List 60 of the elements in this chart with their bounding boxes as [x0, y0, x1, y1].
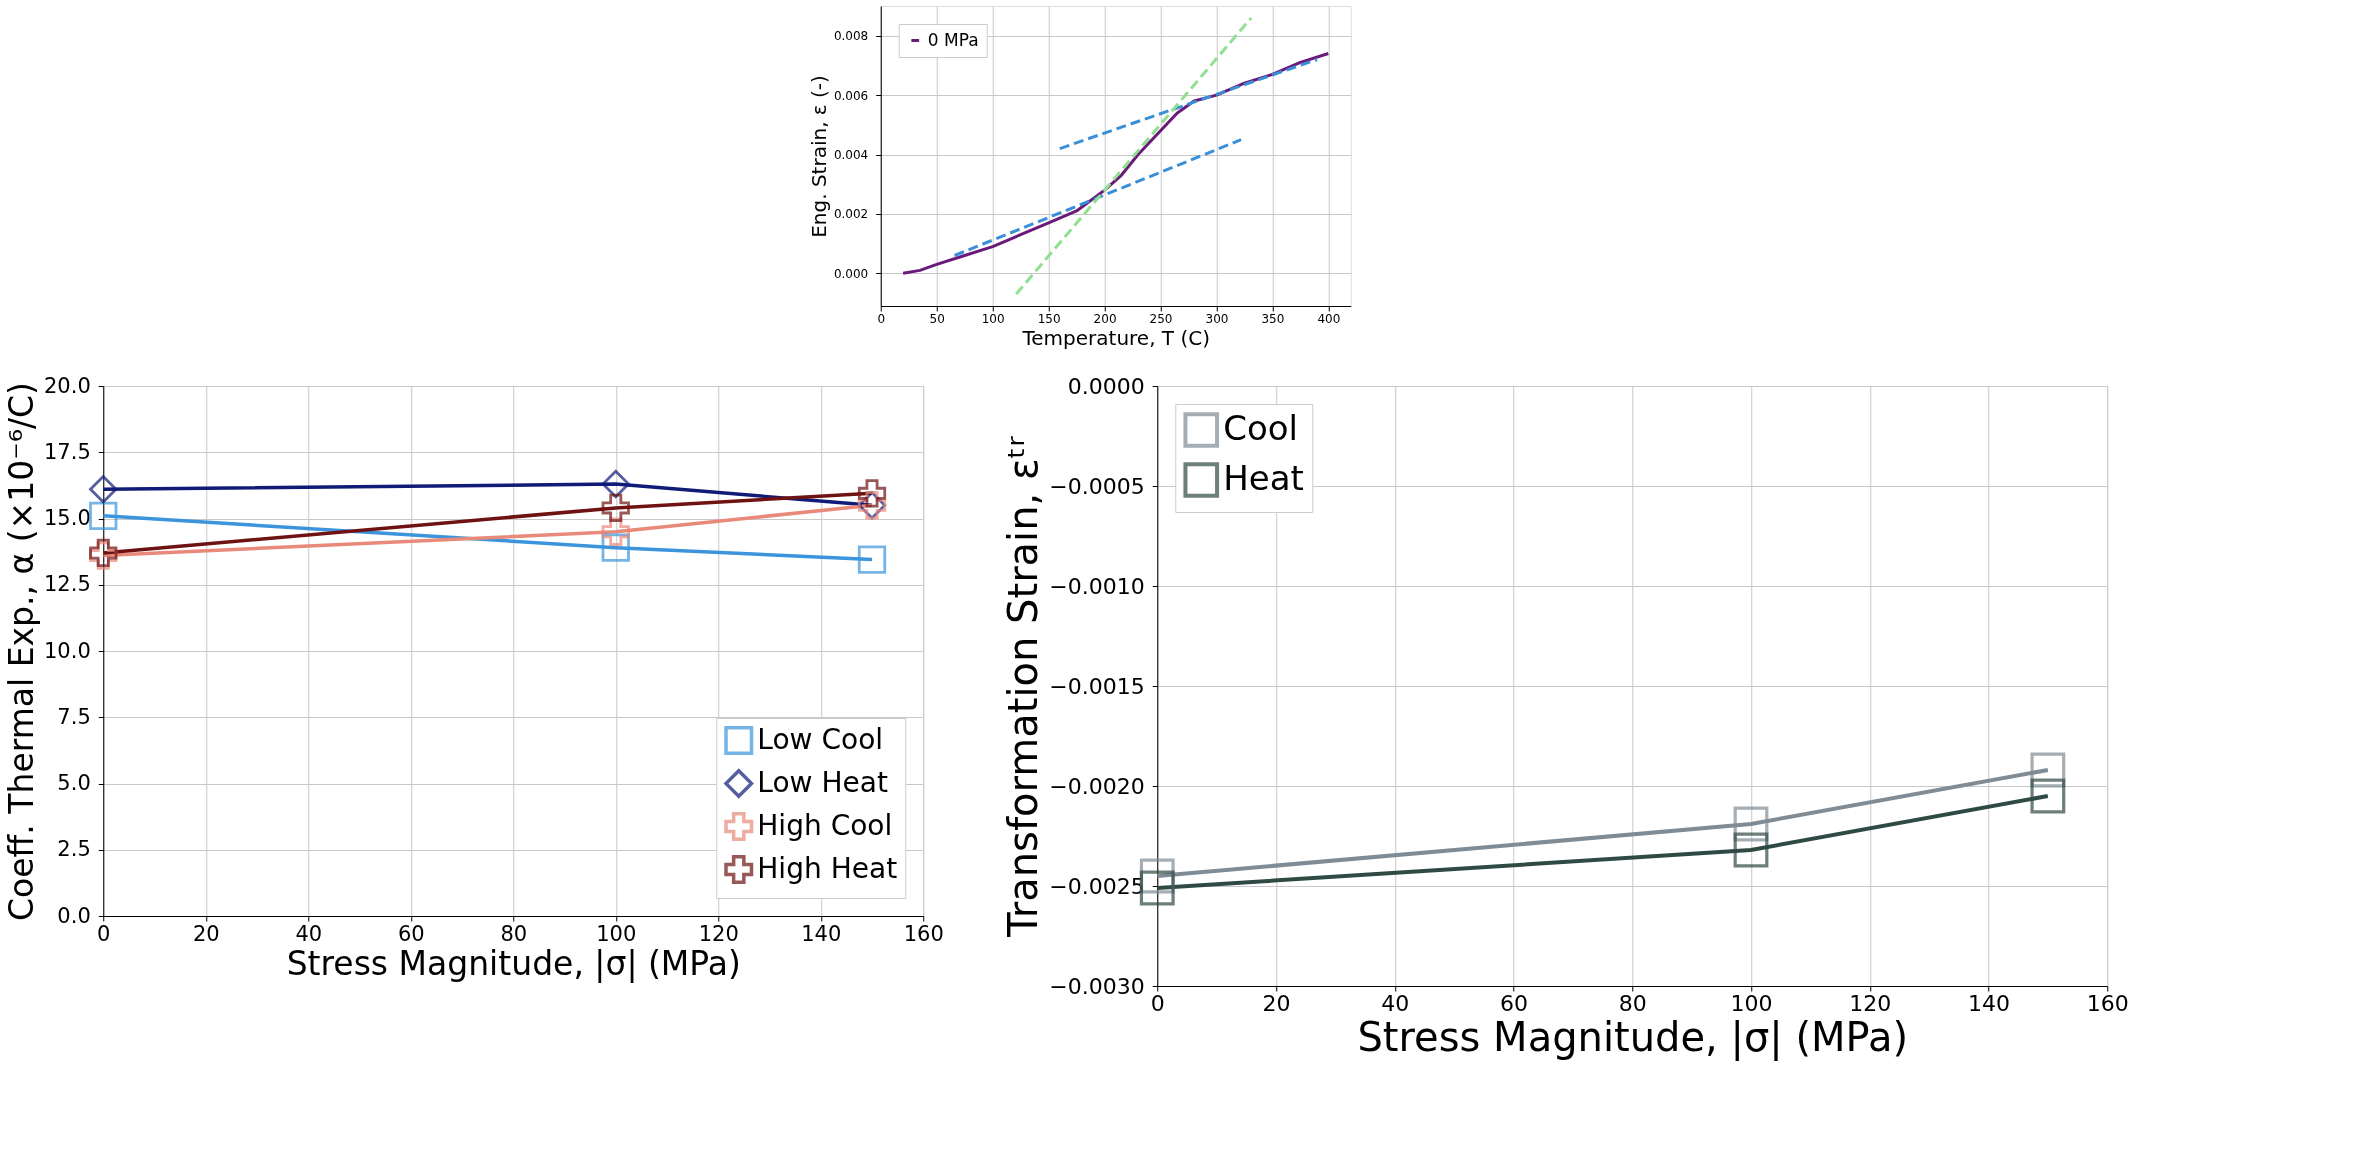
y-tick-label: −0.0010 [1049, 573, 1145, 599]
x-tick-label: 80 [500, 921, 528, 946]
legend-label: 0 MPa [927, 29, 979, 50]
x-tick-label: 140 [1968, 990, 2010, 1016]
y-tick-label: 2.5 [57, 837, 91, 862]
y-tick-label: 0.002 [833, 207, 869, 222]
legend-label: High Heat [757, 851, 898, 885]
x-tick-label: 20 [192, 921, 220, 946]
x-tick-label: 140 [801, 921, 842, 946]
y-tick-label: 0.0 [57, 903, 91, 928]
y-tick-label: 0.0000 [1067, 373, 1145, 399]
y-tick-label: 17.5 [43, 439, 91, 464]
x-tick-label: 100 [596, 921, 637, 946]
x-tick-label: 160 [903, 921, 944, 946]
x-tick-label: 400 [1317, 311, 1341, 326]
y-tick-label: −0.0005 [1049, 473, 1145, 499]
y-tick-label: 12.5 [43, 572, 91, 597]
x-tick-label: 120 [698, 921, 739, 946]
y-axis-title: Transformation Strain, εᵗʳ [1000, 435, 1047, 938]
x-tick-label: 350 [1261, 311, 1285, 326]
legend-label: Low Heat [757, 765, 888, 799]
x-tick-label: 50 [929, 311, 945, 326]
y-tick-label: −0.0015 [1049, 673, 1145, 699]
y-axis-title: Coeff. Thermal Exp., α (×10⁻⁶/C) [1, 382, 41, 921]
x-tick-label: 40 [1381, 990, 1410, 1016]
legend-label: Low Cool [757, 722, 884, 756]
x-tick-label: 0 [97, 921, 111, 946]
legend-label: High Cool [757, 808, 893, 842]
y-tick-label: 10.0 [43, 638, 91, 663]
y-tick-label: 20.0 [43, 373, 91, 398]
y-tick-label: 5.0 [57, 771, 91, 795]
x-axis-title: Stress Magnitude, |σ| (MPa) [286, 943, 741, 983]
y-tick-label: 7.5 [57, 704, 91, 729]
x-tick-label: 60 [397, 921, 425, 946]
x-tick-label: 60 [1500, 990, 1528, 1016]
y-tick-label: 0.000 [833, 266, 869, 281]
x-tick-label: 160 [2086, 990, 2129, 1016]
x-tick-label: 150 [1037, 311, 1061, 326]
y-tick-label: 0.004 [833, 148, 869, 163]
y-tick-label: 15.0 [43, 506, 91, 530]
legend-label: Heat [1223, 458, 1304, 498]
y-axis-title: Eng. Strain, ε (-) [806, 75, 831, 238]
x-tick-label: 0 [1150, 990, 1165, 1016]
x-tick-label: 250 [1149, 311, 1173, 326]
x-tick-label: 0 [877, 311, 886, 326]
y-tick-label: −0.0030 [1049, 973, 1145, 999]
y-tick-label: −0.0020 [1049, 773, 1145, 799]
x-tick-label: 100 [1730, 990, 1773, 1016]
y-tick-label: 0.006 [833, 88, 869, 103]
x-tick-label: 40 [295, 921, 323, 946]
x-axis-title: Stress Magnitude, |σ| (MPa) [1357, 1013, 1909, 1061]
x-tick-label: 120 [1849, 990, 1892, 1016]
x-tick-label: 80 [1618, 990, 1647, 1016]
x-tick-label: 100 [981, 311, 1005, 326]
x-tick-label: 300 [1205, 311, 1229, 326]
x-tick-label: 200 [1093, 311, 1117, 326]
x-axis-title: Temperature, T (C) [1021, 325, 1211, 350]
legend-label: Cool [1223, 408, 1299, 448]
x-tick-label: 20 [1262, 990, 1291, 1016]
y-tick-label: 0.008 [833, 29, 869, 44]
